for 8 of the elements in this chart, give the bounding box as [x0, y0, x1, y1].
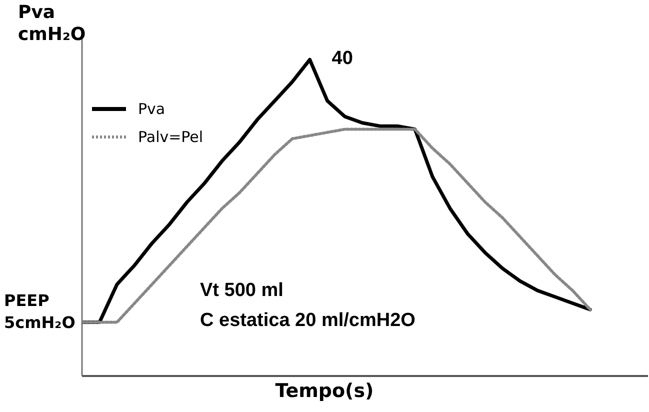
y-axis-title: Pva cmH₂O — [18, 2, 87, 46]
legend-label: Palv=Pel — [138, 128, 204, 146]
legend-label: Pva — [138, 100, 166, 118]
x-axis-title: Tempo(s) — [274, 380, 375, 402]
annotation: 40 — [332, 48, 353, 70]
annotation: Vt 500 ml — [200, 280, 284, 302]
text: PEEP 5cmH₂O — [4, 290, 76, 334]
annotation: C estatica 20 ml/cmH2O — [200, 310, 416, 332]
